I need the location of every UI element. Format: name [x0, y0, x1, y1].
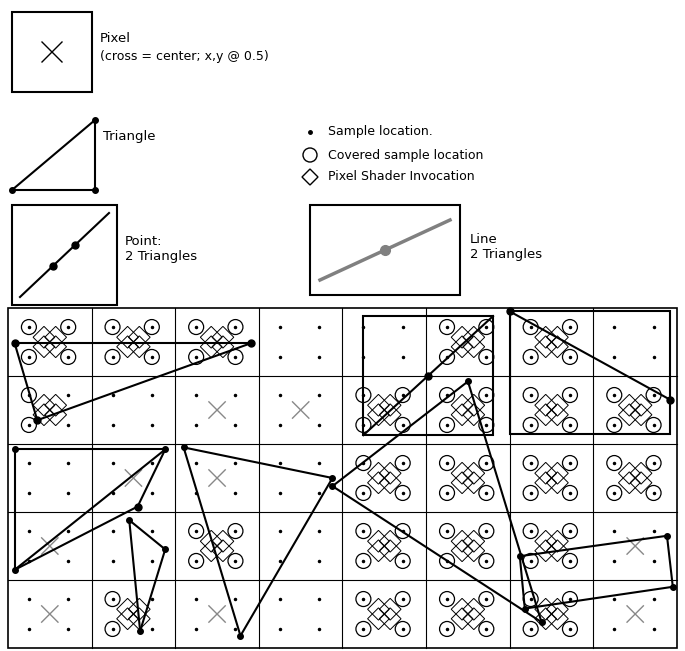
- Bar: [364, 316, 493, 435]
- Bar: [8, 308, 677, 648]
- Text: Triangle: Triangle: [103, 130, 155, 143]
- Bar: [12, 12, 92, 92]
- Bar: [310, 205, 460, 295]
- Text: Pixel: Pixel: [100, 32, 131, 45]
- Text: Sample location.: Sample location.: [320, 126, 433, 139]
- Bar: [12, 205, 117, 305]
- Bar: [510, 311, 671, 434]
- Text: (cross = center; x,y @ 0.5): (cross = center; x,y @ 0.5): [100, 50, 269, 63]
- Text: Covered sample location: Covered sample location: [320, 148, 484, 161]
- Text: Point:
2 Triangles: Point: 2 Triangles: [125, 235, 197, 263]
- Text: Pixel Shader Invocation: Pixel Shader Invocation: [320, 171, 475, 184]
- Text: Line
2 Triangles: Line 2 Triangles: [470, 233, 542, 261]
